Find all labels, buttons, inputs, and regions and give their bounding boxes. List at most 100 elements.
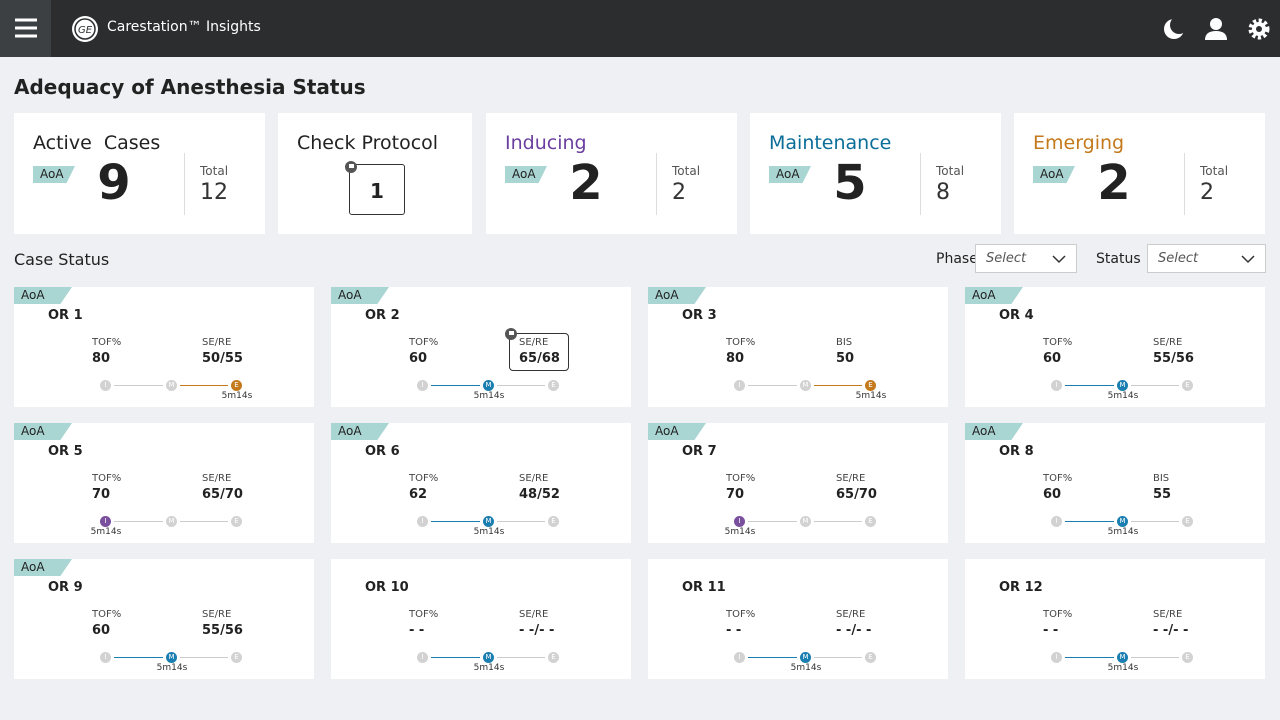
phase-line <box>180 385 228 386</box>
metric-label: SE/RE <box>519 609 549 620</box>
metric-label: SE/RE <box>1153 609 1183 620</box>
phase-line <box>814 521 862 522</box>
metric-label: TOF% <box>92 337 122 348</box>
metric-value: 55/56 <box>1153 351 1194 366</box>
phase-dot: E <box>865 380 876 391</box>
metric-value: 70 <box>92 487 111 502</box>
filter-label: Status <box>1096 251 1141 267</box>
total-label: Total <box>1200 164 1229 178</box>
phase-dot: E <box>1182 516 1193 527</box>
metric-label: SE/RE <box>202 609 232 620</box>
metric-label: TOF% <box>1043 609 1073 620</box>
phase-dot: I <box>100 516 111 527</box>
filter-label: Phase <box>936 251 978 267</box>
metric-value: - -/- - <box>519 623 555 638</box>
summary-label: Inducing <box>505 132 587 154</box>
case-card[interactable]: OR 10 TOF% - - SE/RE - -/- - I M E 5m14s <box>331 559 631 679</box>
metric-label: SE/RE <box>202 473 232 484</box>
phase-time: 5m14s <box>473 391 505 401</box>
phase-line <box>1065 521 1114 522</box>
phase-dot: E <box>1182 380 1193 391</box>
phase-dot: M <box>800 380 811 391</box>
case-card[interactable]: AoA OR 5 TOF% 70 SE/RE 65/70 I M E 5m14s <box>14 423 314 543</box>
metric-label: BIS <box>836 337 853 348</box>
phase-dot: I <box>1051 652 1062 663</box>
protocol-box[interactable]: 1 <box>349 164 405 215</box>
summary-card: Emerging AoA 2 Total 2 <box>1014 113 1265 234</box>
phase-dot: E <box>231 380 242 391</box>
metric-value: - -/- - <box>836 623 872 638</box>
summary-card: Active Cases AoA 9 Total 12 <box>14 113 265 234</box>
filter-dropdown[interactable]: Select <box>975 244 1077 273</box>
aoa-tag: AoA <box>14 287 72 304</box>
aoa-tag: AoA <box>965 287 1023 304</box>
summary-card: Maintenance AoA 5 Total 8 <box>750 113 1001 234</box>
phase-dot: E <box>231 652 242 663</box>
summary-card: Check Protocol 1 <box>278 113 472 234</box>
case-name: OR 1 <box>48 308 83 323</box>
metric-label: SE/RE <box>519 473 549 484</box>
metric-label: TOF% <box>92 473 122 484</box>
phase-dot: M <box>1117 516 1128 527</box>
divider <box>1184 153 1185 215</box>
case-card[interactable]: OR 12 TOF% - - SE/RE - -/- - I M E 5m14s <box>965 559 1265 679</box>
user-button[interactable] <box>1202 15 1230 43</box>
settings-button[interactable] <box>1245 15 1273 43</box>
case-card[interactable]: AoA OR 4 TOF% 60 SE/RE 55/56 I M E 5m14s <box>965 287 1265 407</box>
phase-line <box>814 657 862 658</box>
phase-dot: E <box>865 652 876 663</box>
metric-value: 60 <box>1043 487 1062 502</box>
case-card[interactable]: AoA OR 7 TOF% 70 SE/RE 65/70 I M E 5m14s <box>648 423 948 543</box>
protocol-count: 1 <box>370 179 384 203</box>
total-value: 12 <box>200 180 228 205</box>
metric-value: 60 <box>92 623 111 638</box>
top-bar: GE Carestation™ Insights <box>0 0 1280 57</box>
filter-dropdown[interactable]: Select <box>1147 244 1266 273</box>
phase-dot: E <box>548 380 559 391</box>
chevron <box>1052 255 1066 264</box>
menu-button[interactable] <box>0 0 51 57</box>
phase-dot: E <box>548 516 559 527</box>
phase-time: 5m14s <box>1107 663 1139 673</box>
app-name: Carestation™ Insights <box>107 19 261 35</box>
phase-dot: I <box>417 516 428 527</box>
metric-label: SE/RE <box>519 337 549 348</box>
metric-value: 48/52 <box>519 487 560 502</box>
metric-label: TOF% <box>1043 473 1073 484</box>
case-card[interactable]: AoA OR 8 TOF% 60 BIS 55 I M E 5m14s <box>965 423 1265 543</box>
phase-time: 5m14s <box>90 527 122 537</box>
phase-dot: I <box>734 380 745 391</box>
case-card[interactable]: AoA OR 3 TOF% 80 BIS 50 I M E 5m14s <box>648 287 948 407</box>
phase-time: 5m14s <box>221 391 253 401</box>
case-card[interactable]: AoA OR 9 TOF% 60 SE/RE 55/56 I M E 5m14s <box>14 559 314 679</box>
metric-value: 62 <box>409 487 428 502</box>
total-label: Total <box>936 164 965 178</box>
phase-dot: M <box>166 516 177 527</box>
divider <box>920 153 921 215</box>
flag-icon <box>345 161 357 173</box>
aoa-tag: AoA <box>33 166 75 183</box>
phase-line <box>748 385 797 386</box>
case-name: OR 12 <box>999 580 1043 595</box>
case-name: OR 3 <box>682 308 717 323</box>
metric-label: SE/RE <box>836 473 866 484</box>
theme-button[interactable] <box>1160 15 1188 43</box>
aoa-tag: AoA <box>505 166 547 183</box>
phase-line <box>180 521 228 522</box>
aoa-tag: AoA <box>965 423 1023 440</box>
phase-line <box>114 657 163 658</box>
phase-dot: M <box>1117 652 1128 663</box>
phase-line <box>497 521 545 522</box>
case-card[interactable]: AoA OR 6 TOF% 62 SE/RE 48/52 I M E 5m14s <box>331 423 631 543</box>
case-name: OR 4 <box>999 308 1034 323</box>
divider <box>184 153 185 215</box>
metric-value: 55 <box>1153 487 1172 502</box>
phase-dot: E <box>548 652 559 663</box>
phase-dot: I <box>1051 516 1062 527</box>
case-card[interactable]: OR 11 TOF% - - SE/RE - -/- - I M E 5m14s <box>648 559 948 679</box>
flag-icon <box>505 328 517 340</box>
case-card[interactable]: AoA OR 2 TOF% 60 SE/RE 65/68 I M E 5m14s <box>331 287 631 407</box>
aoa-tag: AoA <box>14 559 72 576</box>
case-card[interactable]: AoA OR 1 TOF% 80 SE/RE 50/55 I M E 5m14s <box>14 287 314 407</box>
phase-line <box>497 385 545 386</box>
